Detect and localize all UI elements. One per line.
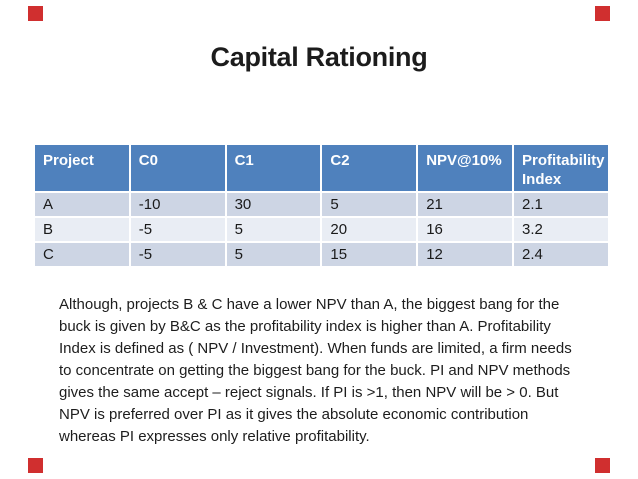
table-row-b: B -5 5 20 16 3.2 bbox=[33, 216, 610, 243]
table-cell: 16 bbox=[416, 216, 514, 243]
table-cell: 30 bbox=[224, 191, 323, 218]
table-cell: -5 bbox=[128, 241, 227, 268]
table-cell: 12 bbox=[416, 241, 514, 268]
corner-marker-bottom-right bbox=[595, 458, 610, 473]
table-cell: A bbox=[33, 191, 131, 218]
table-cell: C bbox=[33, 241, 131, 268]
header-cell-npv: NPV@10% bbox=[416, 143, 514, 193]
table-cell: 15 bbox=[320, 241, 419, 268]
table-cell: -10 bbox=[128, 191, 227, 218]
header-cell-c0: C0 bbox=[128, 143, 227, 193]
table-cell: 5 bbox=[224, 216, 323, 243]
corner-marker-top-left bbox=[28, 6, 43, 21]
table-cell: 3.2 bbox=[511, 216, 610, 243]
table-cell: 20 bbox=[320, 216, 419, 243]
slide-title: Capital Rationing bbox=[210, 42, 428, 72]
header-cell-c1: C1 bbox=[224, 143, 323, 193]
corner-marker-bottom-left bbox=[28, 458, 43, 473]
table-cell: 2.1 bbox=[511, 191, 610, 218]
corner-marker-top-right bbox=[595, 6, 610, 21]
capital-rationing-table: Project C0 C1 C2 NPV@10% Profitability I… bbox=[33, 143, 610, 268]
table-cell: 21 bbox=[416, 191, 514, 218]
table-header-row: Project C0 C1 C2 NPV@10% Profitability I… bbox=[33, 143, 610, 193]
table-cell: B bbox=[33, 216, 131, 243]
table-cell: 5 bbox=[224, 241, 323, 268]
table-cell: -5 bbox=[128, 216, 227, 243]
table-cell: 2.4 bbox=[511, 241, 610, 268]
header-cell-profitability-index: Profitability Index bbox=[511, 143, 610, 193]
table-row-a: A -10 30 5 21 2.1 bbox=[33, 191, 610, 218]
explanatory-paragraph: Although, projects B & C have a lower NP… bbox=[59, 296, 572, 445]
table-row-c: C -5 5 15 12 2.4 bbox=[33, 241, 610, 268]
header-cell-c2: C2 bbox=[320, 143, 419, 193]
header-cell-project: Project bbox=[33, 143, 131, 193]
table-cell: 5 bbox=[320, 191, 419, 218]
